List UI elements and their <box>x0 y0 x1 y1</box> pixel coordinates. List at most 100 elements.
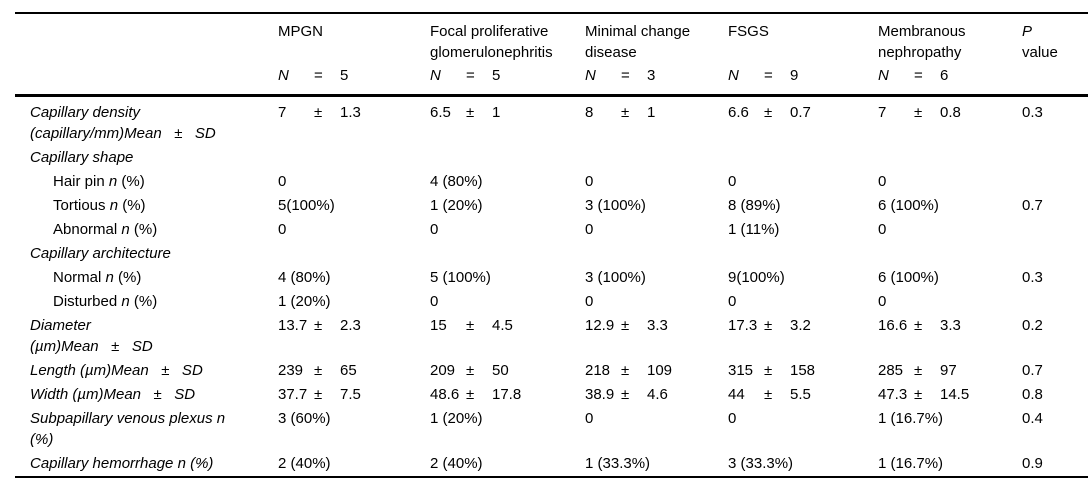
n-value: 5 <box>340 67 349 84</box>
mean-value: 6.6 <box>728 104 749 121</box>
mean-value: 47.3 <box>878 386 908 403</box>
row-label: Capillary hemorrhage n (%) <box>15 452 278 477</box>
plus-minus-sign: ± <box>466 362 475 379</box>
p-value-cell: 0.3 <box>1022 269 1043 286</box>
data-cell: 6 (100%) <box>878 197 939 214</box>
row-label: Width (µm)Mean ± SD <box>15 383 278 407</box>
mean-value: 38.9 <box>585 386 615 403</box>
data-cell: 1 (16.7%) <box>878 455 944 472</box>
row-label-segment: n <box>109 197 119 214</box>
plus-minus-sign: ± <box>764 104 773 121</box>
data-cell: 12.9 ±3.3 <box>585 314 728 359</box>
row-label: Subpapillary venous plexus n (%) <box>15 407 278 452</box>
data-cell: 7 ±0.8 <box>878 96 1022 147</box>
data-cell: 1 (11%) <box>728 221 780 238</box>
data-cell <box>878 146 1022 170</box>
plus-minus-sign: ± <box>621 386 630 403</box>
plus-minus-sign: ± <box>314 104 323 121</box>
sd-value: 1.3 <box>340 104 361 121</box>
n-symbol: N <box>585 67 596 84</box>
p-value-cell <box>1022 242 1088 266</box>
data-cell: 1 (16.7%) <box>878 410 944 427</box>
row-label-segment: Width (µm)Mean ± SD <box>30 386 196 403</box>
data-cell: 1 (33.3%) <box>585 455 651 472</box>
data-cell: 0 <box>878 173 887 190</box>
n-symbol: N <box>878 67 889 84</box>
column-header: Membranous nephropathy N = 6 <box>878 13 1022 96</box>
row-label: Capillary shape <box>15 146 278 170</box>
table-row: Subpapillary venous plexus n (%) 3 (60%) 1… <box>15 407 1088 452</box>
mean-value: 285 <box>878 362 904 379</box>
row-label-segment: Tortious <box>53 197 110 214</box>
plus-minus-sign: ± <box>466 317 475 334</box>
table-row: Hair pin n (%) 0 4 (80%) 0 0 0 <box>15 170 1088 194</box>
column-n-count: N = 5 <box>430 65 585 94</box>
column-name: Membranous nephropathy <box>878 23 966 61</box>
sd-value: 0.7 <box>790 104 811 121</box>
plus-minus-sign: ± <box>621 362 630 379</box>
plus-minus-sign: ± <box>621 317 630 334</box>
mean-value: 315 <box>728 362 754 379</box>
data-cell: 3 (100%) <box>585 197 646 214</box>
data-cell <box>728 242 878 266</box>
data-cell: 0 <box>728 173 737 190</box>
data-cell: 47.3 ±14.5 <box>878 383 1022 407</box>
data-cell <box>728 146 878 170</box>
p-value-cell <box>1022 290 1088 314</box>
p-value-cell <box>1022 146 1088 170</box>
data-cell <box>430 146 585 170</box>
mean-value: 17.3 <box>728 317 758 334</box>
sd-value: 65 <box>340 362 357 379</box>
data-cell: 15 ±4.5 <box>430 314 585 359</box>
row-label-segment: Subpapillary venous plexus n (%) <box>30 410 226 448</box>
row-label-segment: (%) <box>118 197 146 214</box>
n-symbol: N <box>430 67 441 84</box>
data-cell: 9(100%) <box>728 269 785 286</box>
p-value-cell: 0.7 <box>1022 362 1043 379</box>
data-cell: 218 ±109 <box>585 359 728 383</box>
equals-sign: = <box>466 67 475 84</box>
sd-value: 109 <box>647 362 673 379</box>
table-row: Width (µm)Mean ± SD 37.7 ±7.5 48.6 ±17.8 38.9… <box>15 383 1088 407</box>
mean-value: 48.6 <box>430 386 460 403</box>
data-cell: 6.6 ±0.7 <box>728 96 878 147</box>
column-header: MPGN N = 5 <box>278 13 430 96</box>
row-label-segment: Abnormal <box>53 221 122 238</box>
row-label: Capillary density (capillary/mm)Mean ± S… <box>15 96 278 147</box>
sd-value: 1 <box>492 104 501 121</box>
row-label-segment: Capillary shape <box>30 149 134 166</box>
equals-sign: = <box>914 67 923 84</box>
data-cell: 0 <box>278 221 287 238</box>
row-label-segment: Diameter (µm)Mean ± SD <box>30 317 153 355</box>
data-cell: 3 (100%) <box>585 269 646 286</box>
data-cell: 4 (80%) <box>278 269 331 286</box>
row-label-segment: Disturbed <box>53 293 122 310</box>
column-header: FSGS N = 9 <box>728 13 878 96</box>
sd-value: 7.5 <box>340 386 361 403</box>
data-cell: 239 ±65 <box>278 359 430 383</box>
data-cell: 3 (60%) <box>278 410 331 427</box>
data-cell: 16.6 ±3.3 <box>878 314 1022 359</box>
data-cell: 0 <box>878 221 887 238</box>
data-cell: 37.7 ±7.5 <box>278 383 430 407</box>
data-cell: 0 <box>728 293 737 310</box>
row-label-segment: n <box>121 221 130 238</box>
data-cell: 5(100%) <box>278 197 335 214</box>
row-label: Length (µm)Mean ± SD <box>15 359 278 383</box>
p-symbol: P <box>1022 23 1033 40</box>
row-label: Abnormal n (%) <box>15 218 278 242</box>
mean-value: 218 <box>585 362 611 379</box>
plus-minus-sign: ± <box>466 386 475 403</box>
plus-minus-sign: ± <box>914 104 923 121</box>
p-value-cell: 0.2 <box>1022 317 1043 334</box>
data-cell: 6.5 ±1 <box>430 96 585 147</box>
row-label-segment: (%) <box>117 173 145 190</box>
data-cell: 315 ±158 <box>728 359 878 383</box>
data-cell: 44 ±5.5 <box>728 383 878 407</box>
row-label-segment: Capillary hemorrhage n (%) <box>30 455 214 472</box>
sd-value: 1 <box>647 104 656 121</box>
mean-value: 6.5 <box>430 104 451 121</box>
plus-minus-sign: ± <box>914 362 923 379</box>
data-cell: 0 <box>585 293 594 310</box>
data-cell: 5 (100%) <box>430 269 491 286</box>
